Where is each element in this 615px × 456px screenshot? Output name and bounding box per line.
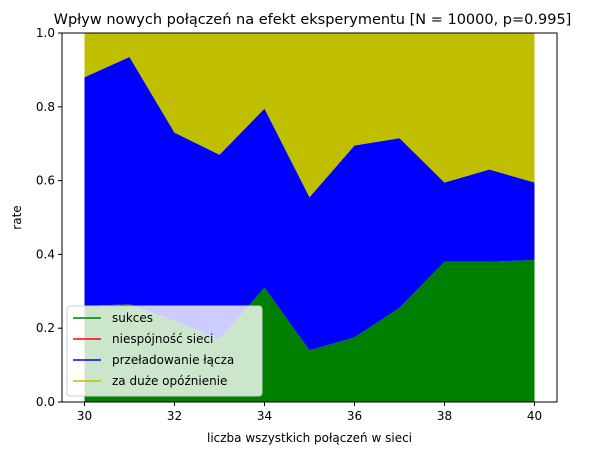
x-tick-label: 30 [77, 409, 92, 423]
legend-label: przeładowanie łącza [112, 353, 234, 367]
stacked-areas [84, 33, 535, 402]
y-tick-label: 1.0 [36, 26, 55, 40]
x-tick-label: 32 [167, 409, 182, 423]
y-tick-label: 0.0 [36, 395, 55, 409]
axes-frame [61, 32, 558, 403]
legend-box [66, 305, 263, 397]
y-tick-label: 0.2 [36, 321, 55, 335]
x-axis-ticks: 30 32 34 36 38 40 [77, 402, 542, 423]
x-tick-label: 36 [347, 409, 362, 423]
y-tick-label: 0.8 [36, 100, 55, 114]
area-przeladowanie-lacza [84, 56, 535, 351]
y-axis-ticks: 0.0 0.2 0.4 0.6 0.8 1.0 [36, 26, 62, 409]
x-tick-label: 38 [437, 409, 452, 423]
y-axis-label: rate [10, 205, 24, 229]
legend-label: za duże opóźnienie [112, 374, 227, 388]
legend-label: sukces [112, 311, 153, 325]
area-za-duze-opoznienie [84, 33, 535, 198]
x-tick-label: 40 [527, 409, 542, 423]
y-tick-label: 0.6 [36, 174, 55, 188]
legend: sukces niespójność sieci przeładowanie łąc… [66, 305, 263, 397]
y-tick-label: 0.4 [36, 247, 55, 261]
chart-title: Wpływ nowych połączeń na efekt eksperyme… [54, 12, 572, 28]
x-tick-label: 34 [257, 409, 272, 423]
legend-label: niespójność sieci [112, 332, 213, 346]
x-axis-label: liczba wszystkich połączeń w sieci [207, 431, 412, 445]
